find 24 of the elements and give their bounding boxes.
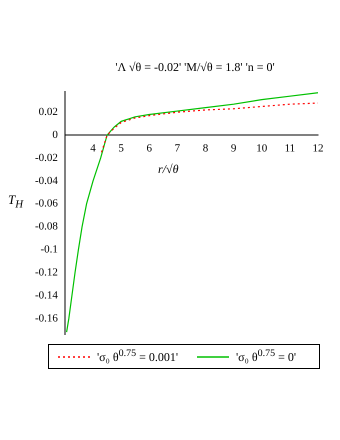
x-tick-label: 7 xyxy=(174,142,181,155)
chart-title: 'Λ √θ = -0.02' 'M/√θ = 1.8' 'n = 0' xyxy=(114,59,276,76)
y-axis-title: T$_{H}$ xyxy=(8,192,24,211)
y-tick-label: 0 xyxy=(52,129,58,142)
y-tick-label: -0.06 xyxy=(34,198,58,210)
y-tick-label: -0.12 xyxy=(34,266,58,278)
y-tick-label: -0.14 xyxy=(34,289,58,302)
legend-label: 'σ₀ θ$^{0.75}$ = 0' xyxy=(236,348,296,365)
y-tick-label: -0.16 xyxy=(34,312,58,324)
x-tick-label: 10 xyxy=(256,142,268,155)
y-tick-label: -0.02 xyxy=(34,152,58,164)
x-tick-label: 8 xyxy=(202,142,209,155)
x-axis-title: r/√θ xyxy=(158,162,178,177)
y-tick-label: -0.1 xyxy=(40,244,58,256)
x-tick-label: 9 xyxy=(230,142,237,155)
legend-label: 'σ₀ θ$^{0.75}$ = 0.001' xyxy=(97,348,178,365)
x-tick-label: 6 xyxy=(146,142,153,155)
y-tick-label: -0.08 xyxy=(34,220,58,233)
y-tick-label: -0.04 xyxy=(34,174,58,187)
x-tick-label: 4 xyxy=(90,142,96,155)
x-tick-label: 5 xyxy=(118,142,124,155)
y-tick-label: 0.02 xyxy=(38,106,58,118)
x-tick-label: 11 xyxy=(284,142,296,155)
x-tick-label: 12 xyxy=(312,142,324,155)
